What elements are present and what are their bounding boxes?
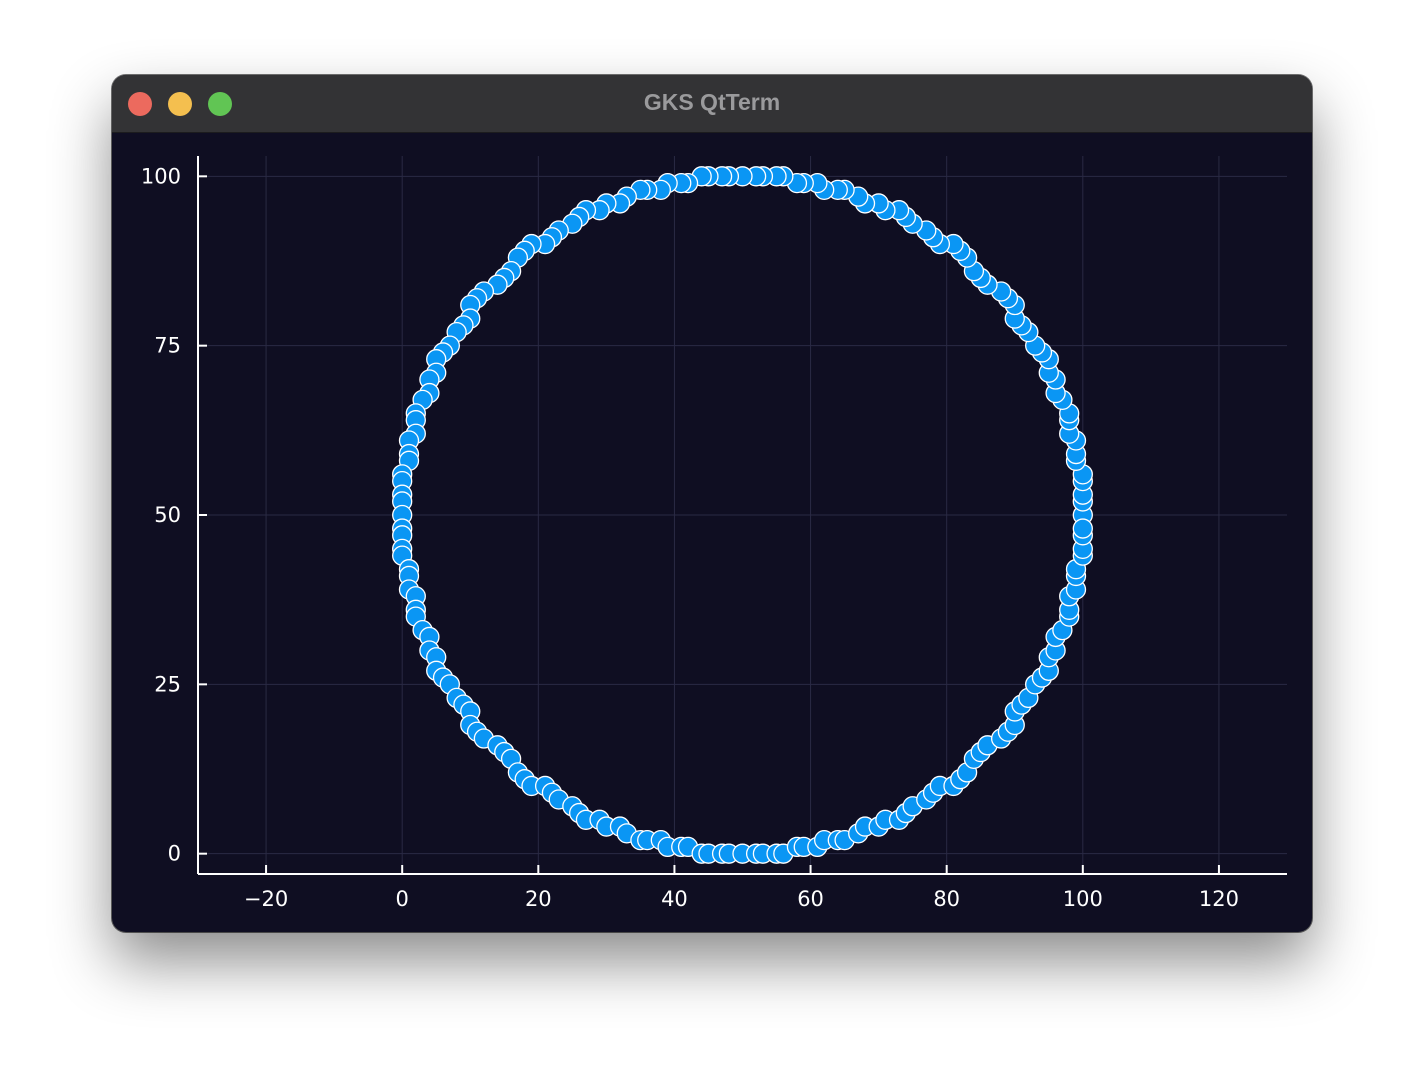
close-window-button[interactable] bbox=[128, 92, 152, 116]
y-tick-label: 0 bbox=[168, 842, 181, 866]
data-points bbox=[392, 166, 1093, 864]
x-tick-label: 60 bbox=[797, 887, 824, 911]
scatter-chart: −20 0 20 40 60 80 100 120 0 25 50 75 100 bbox=[141, 156, 1287, 911]
x-tick-label: 100 bbox=[1063, 887, 1103, 911]
y-tick-label: 50 bbox=[154, 503, 181, 527]
plot-area: −20 0 20 40 60 80 100 120 0 25 50 75 100 bbox=[112, 133, 1312, 932]
zoom-window-button[interactable] bbox=[208, 92, 232, 116]
app-window: GKS QtTerm −20 0 20 40 60 80 100 120 0 25 50 75 100 bbox=[112, 75, 1312, 932]
data-point bbox=[1072, 518, 1093, 539]
x-tick-label: −20 bbox=[244, 887, 288, 911]
y-tick-label: 25 bbox=[154, 672, 181, 696]
x-tick-label: 120 bbox=[1199, 887, 1239, 911]
x-tick-label: 0 bbox=[396, 887, 409, 911]
window-title: GKS QtTerm bbox=[643, 89, 781, 115]
y-tick-label: 75 bbox=[154, 334, 181, 358]
ticks: −20 0 20 40 60 80 100 120 0 25 50 75 100 bbox=[141, 164, 1239, 911]
title-bar: GKS QtTerm bbox=[112, 75, 1312, 133]
grid bbox=[198, 156, 1287, 874]
x-tick-label: 80 bbox=[933, 887, 960, 911]
y-tick-label: 100 bbox=[141, 164, 181, 188]
x-tick-label: 20 bbox=[525, 887, 552, 911]
minimize-window-button[interactable] bbox=[168, 92, 192, 116]
x-tick-label: 40 bbox=[661, 887, 688, 911]
